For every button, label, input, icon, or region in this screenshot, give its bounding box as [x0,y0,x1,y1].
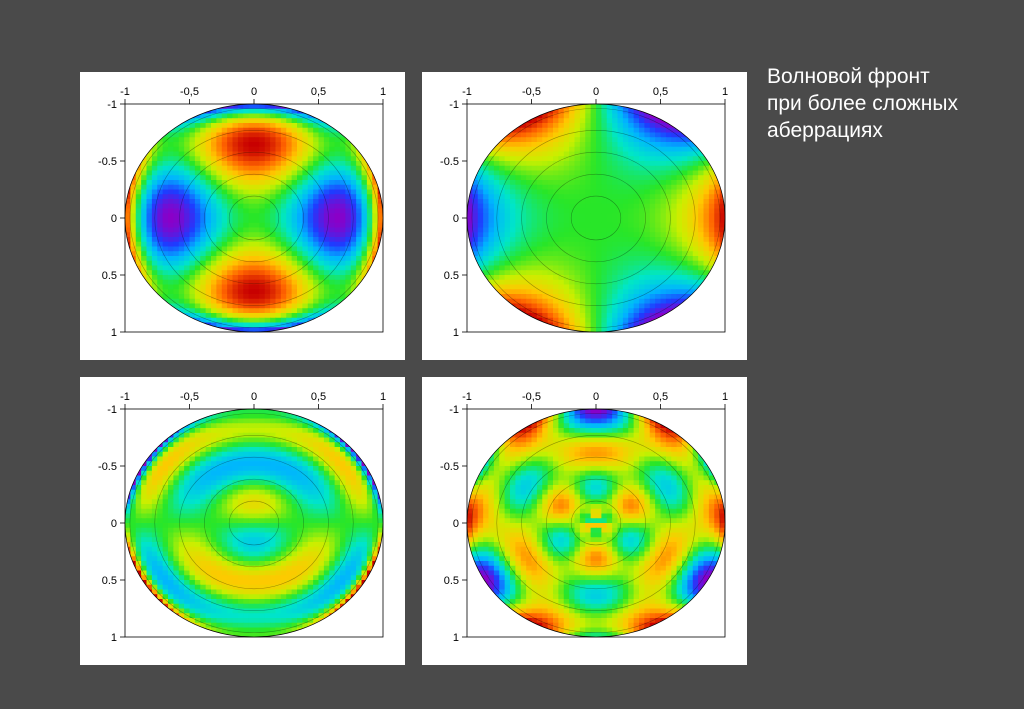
y-tick-label: 0 [111,518,117,530]
plot-panel-top-left: -1 -0,5 0 0,5 1 -1 -0.5 0 0.5 1 [80,72,405,360]
wavefront-map [125,409,383,637]
y-tick-label: 0.5 [444,270,459,282]
wavefront-plot-3: -1 -0,5 0 0,5 1 -1 -0.5 0 0.5 1 [98,391,386,644]
y-tick-label: 1 [453,327,459,339]
plot-panel-top-right: -1 -0,5 0 0,5 1 -1 -0.5 0 0.5 1 [422,72,747,360]
x-tick-label: -0,5 [180,86,199,98]
x-tick-label: 1 [722,86,728,98]
y-tick-label: -0.5 [440,461,459,473]
y-tick-label: 1 [111,327,117,339]
x-tick-label: 1 [380,391,386,403]
y-tick-label: 0 [111,213,117,225]
x-tick-label: -1 [120,391,130,403]
y-tick-label: -1 [107,404,117,416]
x-tick-label: 0,5 [653,391,668,403]
plot-panel-bottom-left: -1 -0,5 0 0,5 1 -1 -0.5 0 0.5 1 [80,377,405,665]
x-tick-label: -0,5 [522,391,541,403]
wavefront-map [125,104,383,332]
y-tick-label: -0.5 [440,156,459,168]
x-tick-label: 0,5 [653,86,668,98]
y-tick-label: 0 [453,213,459,225]
x-tick-label: -0,5 [522,86,541,98]
wavefront-plot-4: -1 -0,5 0 0,5 1 -1 -0.5 0 0.5 1 [440,391,728,644]
wavefront-plot-2: -1 -0,5 0 0,5 1 -1 -0.5 0 0.5 1 [440,86,728,339]
x-tick-label: 0 [251,86,257,98]
y-tick-label: 0.5 [102,270,117,282]
wavefront-map [467,104,725,332]
y-tick-label: 1 [453,632,459,644]
x-tick-label: -0,5 [180,391,199,403]
x-tick-label: 1 [380,86,386,98]
x-tick-label: 0 [593,86,599,98]
x-tick-label: 0 [593,391,599,403]
y-tick-label: -1 [449,404,459,416]
x-tick-label: 0,5 [311,86,326,98]
wavefront-map [467,409,725,637]
title-block: Волновой фронт при более сложных аберрац… [767,63,1007,144]
plot-panel-bottom-right: -1 -0,5 0 0,5 1 -1 -0.5 0 0.5 1 [422,377,747,665]
x-tick-label: -1 [462,86,472,98]
title-line-1: Волновой фронт [767,65,930,88]
y-tick-label: 0.5 [444,575,459,587]
x-tick-label: 0 [251,391,257,403]
y-tick-label: -1 [107,99,117,111]
y-tick-label: -0.5 [98,156,117,168]
title-line-2: при более сложных [767,92,958,115]
title-line-3: аберрациях [767,119,883,142]
wavefront-plot-1: -1 -0,5 0 0,5 1 -1 -0.5 0 0.5 1 [98,86,386,339]
x-tick-label: -1 [120,86,130,98]
x-tick-label: -1 [462,391,472,403]
x-tick-label: 1 [722,391,728,403]
y-tick-label: 0.5 [102,575,117,587]
y-tick-label: -1 [449,99,459,111]
y-tick-label: -0.5 [98,461,117,473]
y-tick-label: 1 [111,632,117,644]
x-tick-label: 0,5 [311,391,326,403]
y-tick-label: 0 [453,518,459,530]
